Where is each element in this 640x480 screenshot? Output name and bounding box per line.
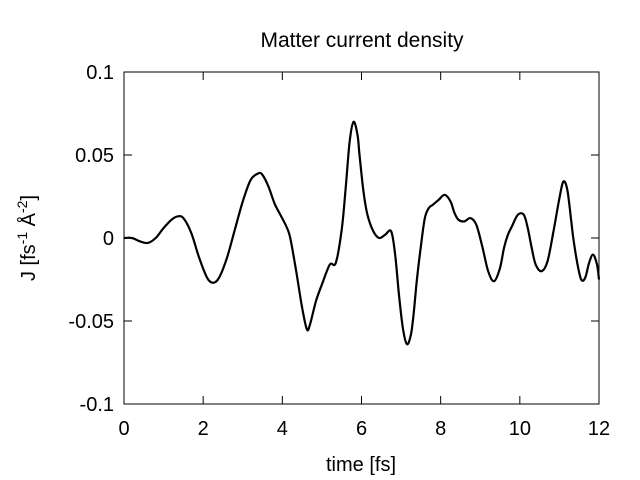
y-tick-label: -0.1 bbox=[80, 394, 114, 416]
series-line bbox=[123, 120, 601, 346]
plot-frame bbox=[123, 71, 600, 405]
y-tick-label: 0 bbox=[103, 228, 114, 250]
x-tick-label: 6 bbox=[356, 418, 367, 440]
x-axis-label: time [fs] bbox=[326, 454, 396, 476]
x-tick-label: 0 bbox=[118, 418, 129, 440]
y-axis-label: J [fs-1 Å-2] bbox=[14, 195, 40, 281]
y-tick-label: -0.05 bbox=[68, 311, 114, 333]
x-tick-label: 2 bbox=[198, 418, 209, 440]
y-label-text: ] bbox=[18, 195, 40, 201]
x-tick-label: 4 bbox=[277, 418, 288, 440]
y-label-superscript: -1 bbox=[14, 232, 30, 245]
y-axis-ticks: -0.1 -0.05 0 0.05 0.1 bbox=[68, 62, 599, 416]
series-group bbox=[123, 120, 601, 346]
chart-title: Matter current density bbox=[260, 29, 464, 52]
x-tick-label: 10 bbox=[509, 418, 531, 440]
x-tick-label: 8 bbox=[435, 418, 446, 440]
y-label-text: J [fs bbox=[18, 244, 40, 281]
y-tick-label: 0.1 bbox=[86, 62, 114, 84]
y-label-text: Å bbox=[17, 212, 40, 232]
y-tick-label: 0.05 bbox=[75, 145, 114, 167]
y-label-superscript: -2 bbox=[14, 200, 30, 213]
x-axis-ticks: 0 2 4 6 8 10 12 bbox=[118, 72, 610, 440]
x-tick-label: 12 bbox=[588, 418, 610, 440]
